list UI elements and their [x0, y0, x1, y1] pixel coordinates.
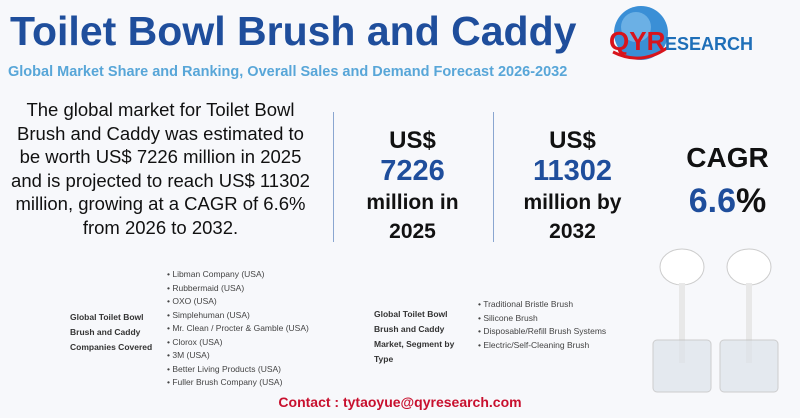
brush-image — [719, 248, 779, 393]
stat-2032: US$ 11302 million by 2032 — [523, 127, 622, 243]
brush-image — [652, 248, 712, 393]
divider — [333, 112, 334, 242]
svg-text:QYR: QYR — [609, 26, 666, 56]
market-description: The global market for Toilet Bowl Brush … — [11, 99, 310, 238]
stat-cagr: CAGR 6.6% — [686, 142, 769, 220]
page-title: Toilet Bowl Brush and Caddy — [10, 8, 577, 54]
companies-list: Libman Company (USA) Rubbermaid (USA) OX… — [167, 268, 309, 390]
divider — [493, 112, 494, 242]
qyresearch-logo: QYR ESEARCH — [605, 4, 795, 62]
stat-2025: US$ 7226 million in 2025 — [366, 127, 459, 243]
svg-text:ESEARCH: ESEARCH — [665, 34, 753, 54]
contact-email[interactable]: Contact : tytaoyue@qyresearch.com — [278, 394, 522, 410]
segments-label: Global Toilet Bowl Brush and Caddy Marke… — [374, 309, 455, 364]
page-subtitle: Global Market Share and Ranking, Overall… — [8, 64, 568, 80]
companies-label: Global Toilet Bowl Brush and Caddy Compa… — [70, 312, 153, 352]
segments-list: Traditional Bristle Brush Silicone Brush… — [478, 298, 606, 352]
